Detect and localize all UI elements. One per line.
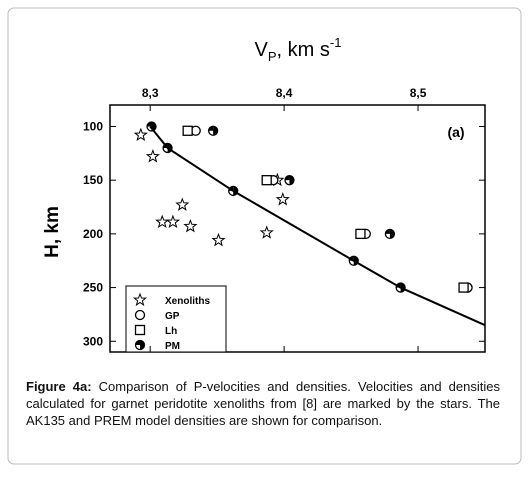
square-marker	[458, 282, 469, 293]
title-part: , km s	[277, 39, 330, 61]
star-marker	[211, 232, 226, 247]
square-marker	[355, 228, 366, 240]
y-axis-label: H, km	[42, 206, 63, 258]
y-tick-label: 250	[83, 281, 103, 295]
y-tick-label: 200	[83, 227, 103, 241]
caption: Figure 4a: Comparison of P-velocities an…	[26, 378, 500, 429]
marker-part	[289, 175, 294, 185]
legend-label: PM	[165, 341, 180, 352]
plot-frame	[109, 104, 486, 353]
legend-label: GP	[165, 311, 180, 322]
x-tick-label: 8,5	[410, 86, 427, 100]
half-marker	[384, 228, 396, 240]
marker-part	[208, 126, 214, 131]
y-tick-label: 150	[83, 173, 103, 187]
star-marker	[275, 192, 290, 206]
marker-part	[385, 229, 390, 234]
legend-label: Lh	[165, 326, 177, 337]
star-marker	[175, 197, 190, 211]
legend	[125, 285, 227, 353]
marker-part	[147, 121, 152, 127]
square-marker	[134, 324, 146, 336]
caption-label: Figure 4a:	[26, 379, 92, 394]
star-marker	[145, 149, 160, 163]
title-part: V	[255, 39, 269, 61]
title-sup: -1	[330, 35, 342, 50]
star-marker	[165, 214, 181, 229]
marker-part	[140, 340, 145, 350]
frame	[7, 7, 522, 465]
half-marker	[207, 125, 219, 136]
x-tick-label: 8,4	[276, 86, 293, 100]
half-marker	[284, 175, 295, 186]
circle-marker	[134, 309, 146, 321]
y-tick-label: 100	[83, 119, 103, 133]
x-tick-label: 8,3	[142, 86, 159, 100]
caption-text: Comparison of P-velocities and densities…	[26, 379, 500, 428]
star-marker	[132, 292, 148, 307]
half-marker	[134, 339, 146, 351]
legend-label: Xenoliths	[165, 296, 210, 307]
model-line	[149, 125, 486, 327]
star-marker	[259, 225, 274, 239]
star-marker	[183, 218, 198, 233]
half-marker	[146, 121, 157, 132]
title-sub: P	[268, 49, 277, 64]
square-marker	[261, 175, 272, 186]
star-marker	[155, 214, 170, 229]
star-marker	[133, 127, 148, 142]
marker-part	[284, 175, 290, 181]
chart-title: VP, km s-1	[255, 35, 342, 64]
marker-part	[135, 340, 140, 345]
marker-part	[213, 126, 218, 136]
square-marker	[182, 125, 193, 136]
marker-part	[389, 229, 395, 239]
annotation: (a)	[447, 124, 464, 140]
y-tick-label: 300	[83, 334, 103, 348]
